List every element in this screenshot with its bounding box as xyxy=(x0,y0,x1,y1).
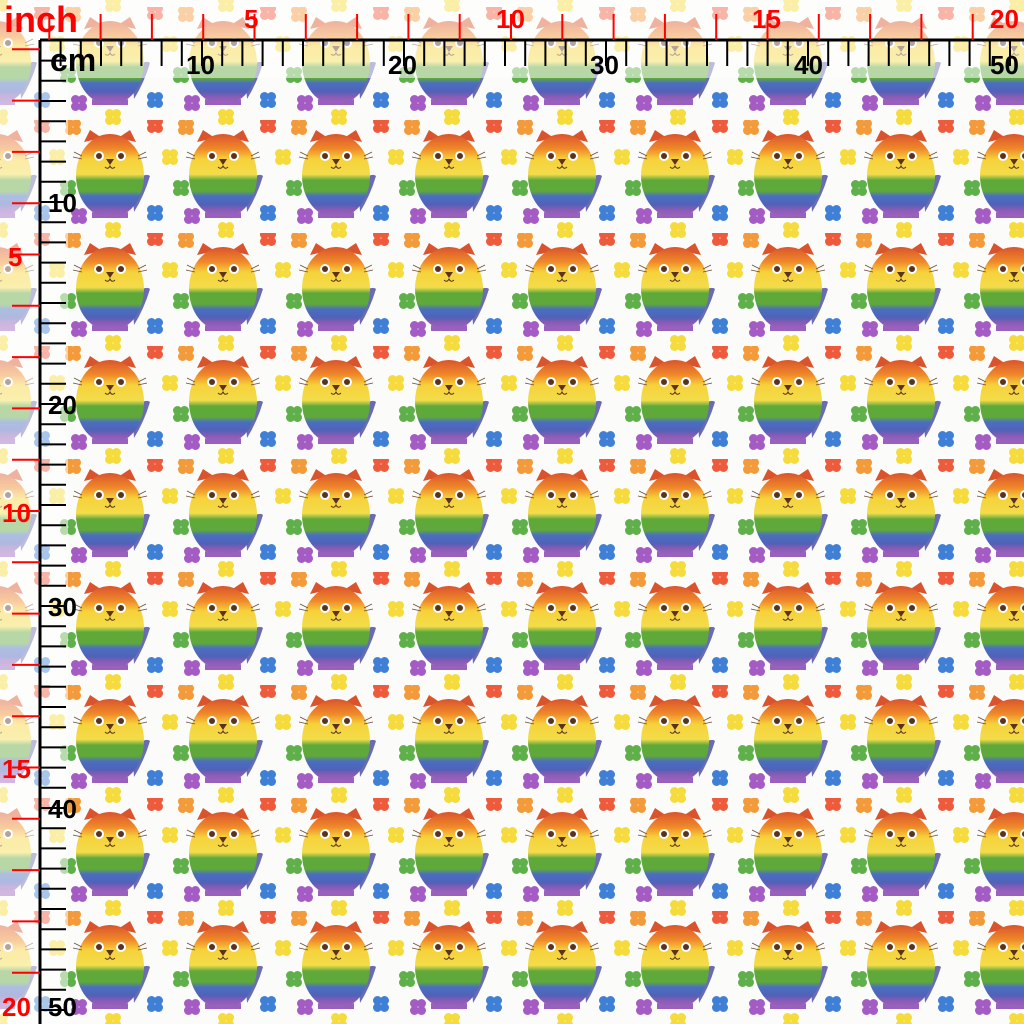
left-inch-label: 10 xyxy=(2,498,31,528)
top-inch-label: 5 xyxy=(244,4,259,34)
inch-unit-label: inch xyxy=(4,0,79,40)
top-cm-label: 30 xyxy=(590,50,619,80)
top-inch-label: 20 xyxy=(990,4,1019,34)
left-inch-label: 20 xyxy=(2,992,31,1022)
top-inch-label: 10 xyxy=(496,4,525,34)
top-inch-label: 15 xyxy=(752,4,781,34)
left-cm-label: 30 xyxy=(48,592,77,622)
left-inch-label: 15 xyxy=(2,754,31,784)
top-cm-label: 20 xyxy=(388,50,417,80)
cm-unit-label: cm xyxy=(50,42,97,78)
top-cm-label: 40 xyxy=(794,50,823,80)
left-cm-label: 40 xyxy=(48,794,77,824)
faded-left-margin xyxy=(0,78,68,1024)
left-cm-label: 20 xyxy=(48,390,77,420)
left-inch-label: 5 xyxy=(8,242,23,272)
left-cm-label: 10 xyxy=(48,188,77,218)
top-cm-label: 10 xyxy=(186,50,215,80)
left-cm-label: 50 xyxy=(48,992,77,1022)
top-cm-label: 50 xyxy=(990,50,1019,80)
